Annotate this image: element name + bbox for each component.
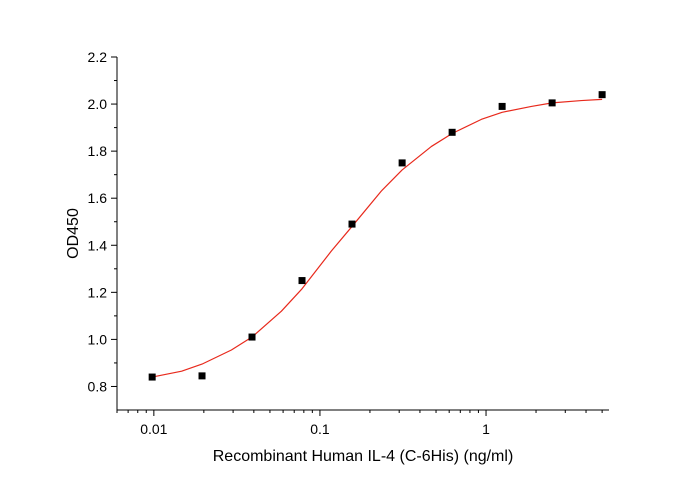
x-tick-label: 1 (482, 421, 490, 437)
data-point (548, 99, 556, 107)
x-tick-label: 0.01 (140, 421, 167, 437)
axes: 0.8 1.0 1.2 1.4 1.6 1.8 2.0 2.2 0.01 0.1 1 (88, 49, 609, 437)
data-point (448, 128, 456, 136)
data-points-layer (148, 91, 606, 381)
y-tick-label: 1.6 (88, 190, 108, 206)
data-point (198, 372, 206, 380)
y-tick-label: 0.8 (88, 378, 108, 394)
data-point (148, 373, 156, 381)
y-tick-label: 1.4 (88, 237, 108, 253)
data-point (398, 159, 406, 167)
y-tick-label: 1.2 (88, 284, 108, 300)
data-point (248, 333, 256, 341)
x-tick-label: 0.1 (310, 421, 330, 437)
data-point (298, 277, 306, 285)
data-point (348, 220, 356, 228)
data-point (598, 91, 606, 99)
y-axis-title: OD450 (65, 208, 82, 259)
y-tick-label: 1.0 (88, 331, 108, 347)
x-axis-title: Recombinant Human IL-4 (C-6His) (ng/ml) (213, 448, 514, 465)
y-tick-label: 2.2 (88, 49, 108, 65)
data-point (498, 102, 506, 110)
y-tick-label: 1.8 (88, 143, 108, 159)
fit-curve-line (152, 98, 603, 378)
y-tick-label: 2.0 (88, 96, 108, 112)
fit-curve-layer (152, 98, 603, 378)
